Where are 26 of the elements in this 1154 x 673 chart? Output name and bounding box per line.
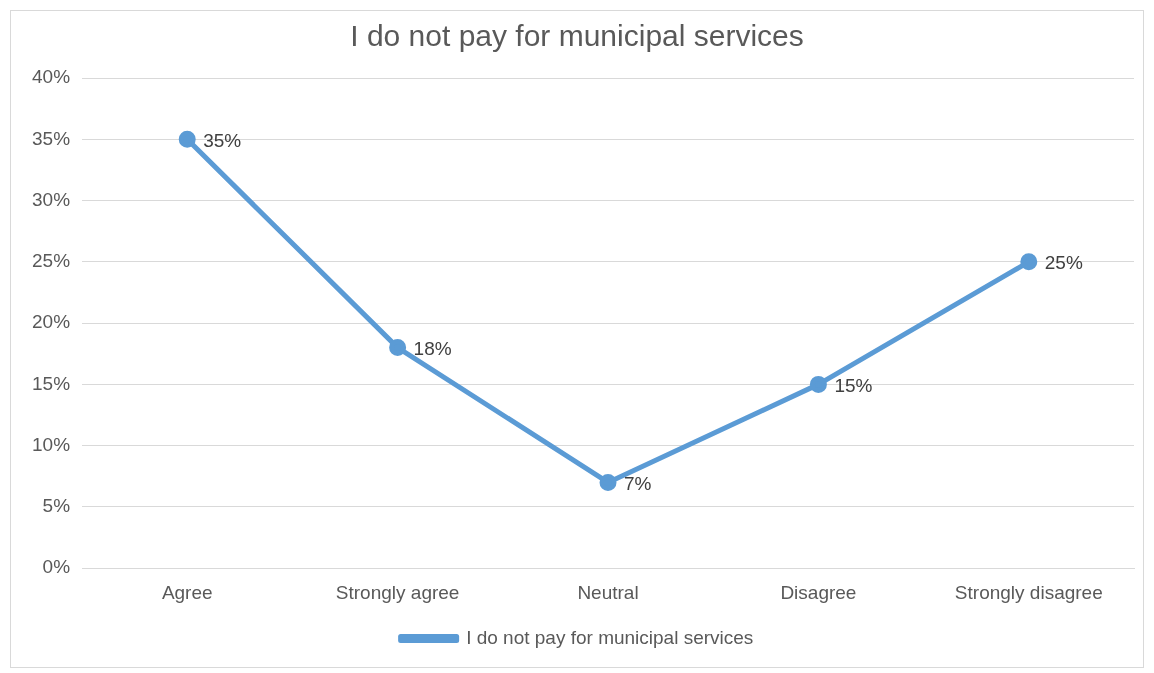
y-tick-label: 30%: [32, 188, 71, 210]
point: [809, 375, 827, 393]
data-label: 25%: [1044, 252, 1083, 274]
y-tick-label: 0%: [42, 556, 71, 578]
x-tick-label: Agree: [161, 581, 213, 603]
y-tick-label: 15%: [32, 372, 71, 394]
legend-label: I do not pay for municipal services: [466, 626, 754, 648]
data-label: 35%: [203, 129, 242, 151]
point: [1020, 253, 1038, 271]
y-tick-label: 5%: [42, 495, 71, 517]
data-label: 15%: [834, 374, 873, 396]
y-tick-label: 10%: [32, 433, 71, 455]
point: [599, 473, 617, 491]
x-tick-label: Strongly disagree: [954, 581, 1103, 603]
y-tick-label: 35%: [32, 127, 71, 149]
point: [178, 130, 196, 148]
x-tick-label: Neutral: [577, 581, 639, 603]
y-tick-label: 20%: [32, 311, 71, 333]
x-tick-label: Strongly agree: [335, 581, 460, 603]
y-tick-label: 40%: [32, 66, 71, 88]
chart-title: I do not pay for municipal services: [350, 19, 804, 53]
data-label: 18%: [413, 337, 452, 359]
data-label: 7%: [624, 472, 652, 494]
y-tick-label: 25%: [32, 250, 71, 272]
point: [389, 339, 407, 357]
x-tick-label: Disagree: [780, 581, 857, 603]
